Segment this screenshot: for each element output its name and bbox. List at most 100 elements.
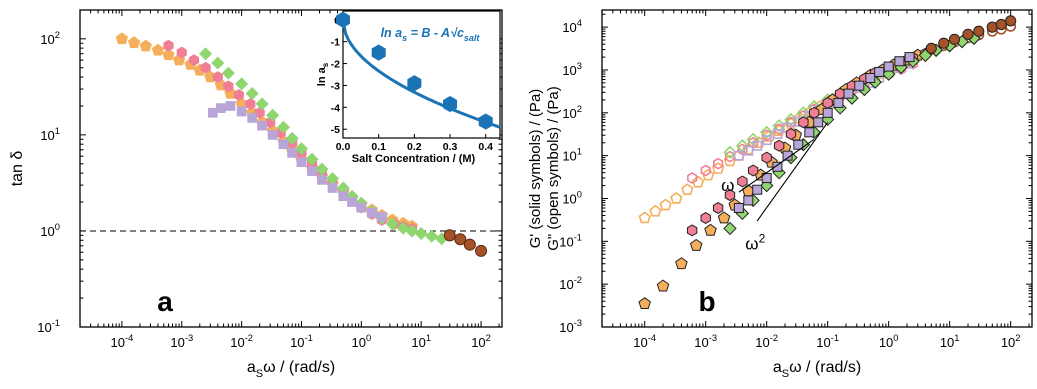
inset-y-tick-label: -1 — [331, 37, 340, 49]
data-point — [376, 212, 387, 222]
solid-data-point — [723, 221, 737, 236]
y-tick-label: 100 — [40, 222, 60, 239]
solid-data-point — [843, 88, 854, 99]
data-point — [356, 202, 367, 213]
inset-x-tick-label: 0.4 — [478, 141, 493, 153]
data-point — [305, 152, 319, 166]
inset-y-tick-label: -2 — [331, 59, 340, 71]
solid-data-point — [773, 139, 785, 152]
open-data-point — [649, 204, 662, 217]
solid-data-point — [638, 297, 651, 310]
data-point — [366, 207, 377, 218]
solid-data-point — [743, 195, 754, 206]
inset-x-tick-label: 0.2 — [407, 141, 422, 153]
solid-data-point — [761, 173, 772, 184]
y-tick-label: 104 — [562, 18, 582, 35]
solid-data-point — [995, 18, 1007, 31]
data-point — [443, 229, 456, 242]
data-point — [267, 130, 278, 140]
y-tick-label: 102 — [40, 30, 60, 47]
open-data-point — [724, 150, 736, 163]
solid-data-point — [686, 224, 698, 237]
solid-data-point — [793, 139, 804, 150]
data-point — [139, 39, 152, 52]
inset-data-point — [335, 11, 351, 28]
solid-data-point — [804, 127, 815, 138]
inset-data-point — [443, 95, 458, 113]
data-point — [200, 61, 211, 74]
panel-label: b — [698, 286, 715, 317]
data-point — [336, 181, 350, 195]
x-tick-label: 10-1 — [816, 333, 839, 350]
data-point — [215, 103, 226, 113]
open-data-point — [713, 157, 724, 170]
data-point — [294, 142, 308, 156]
x-tick-label: 10-4 — [633, 333, 656, 350]
inset-x-tick-label: 0.1 — [371, 141, 386, 153]
series-lavender — [207, 101, 387, 222]
open-data-point — [752, 140, 763, 151]
data-point — [212, 71, 223, 83]
x-tick-label: 10-1 — [290, 333, 313, 350]
y-tick-label: 10-1 — [37, 318, 60, 335]
data-point — [211, 56, 225, 70]
solid-data-point — [962, 28, 974, 40]
data-point — [405, 224, 419, 238]
data-point — [414, 227, 428, 241]
open-data-point — [743, 145, 754, 156]
data-point — [296, 157, 307, 168]
data-point — [326, 172, 340, 186]
panel-a: 10-4 10-3 10-2 10-1 100 101 10210-1100101102aS… — [9, 9, 503, 380]
data-point — [285, 131, 299, 145]
open-data-point — [784, 112, 798, 127]
x-tick-label: 10-3 — [694, 333, 717, 350]
data-point — [115, 32, 129, 45]
solid-data-point — [772, 161, 783, 172]
inset-y-tick-label: -3 — [331, 80, 340, 92]
y-tick-label: 103 — [562, 61, 582, 78]
solid-data-point — [724, 189, 736, 202]
inset-y-axis-label: ln as — [316, 62, 330, 86]
data-point — [266, 108, 280, 122]
panel-label: a — [157, 286, 173, 317]
solid-data-point — [904, 52, 915, 63]
x-tick-label: 10-3 — [170, 333, 193, 350]
open-data-point — [733, 150, 744, 161]
solid-data-point — [689, 238, 703, 251]
inset-data-point — [478, 113, 493, 130]
solid-data-point — [813, 117, 824, 128]
data-point — [425, 229, 439, 243]
data-point — [127, 36, 141, 49]
x-tick-label: 102 — [471, 333, 491, 350]
data-point — [223, 80, 234, 93]
open-data-point — [700, 164, 711, 177]
inset: 0.00.10.20.30.40-1-2-3-4-5ln as = B - A√… — [316, 10, 501, 165]
data-point — [247, 113, 258, 123]
solid-data-point — [717, 211, 731, 224]
data-point — [176, 46, 187, 59]
solid-data-point — [948, 33, 961, 45]
data-point — [338, 191, 349, 202]
y-tick-label: 10-2 — [559, 275, 582, 292]
data-point — [317, 175, 327, 185]
data-point — [454, 233, 467, 246]
solid-data-point — [733, 202, 744, 213]
inset-data-point — [407, 75, 422, 92]
solid-data-point — [1005, 15, 1017, 27]
solid-data-point — [656, 279, 670, 292]
solid-data-point — [925, 42, 937, 54]
inset-x-tick-label: 0.3 — [443, 141, 458, 153]
solid-data-point — [883, 61, 894, 72]
solid-data-point — [782, 150, 793, 161]
plot-frame — [601, 9, 1033, 328]
solid-data-point — [874, 66, 885, 77]
solid-data-point — [822, 96, 833, 109]
solid-series-brown — [925, 15, 1017, 54]
slope-guides: ω ω2 — [721, 121, 829, 253]
solid-data-point — [894, 56, 905, 67]
data-point — [151, 43, 165, 56]
data-point — [307, 166, 317, 176]
y-tick-label: 10-1 — [559, 232, 582, 249]
solid-data-point — [834, 87, 846, 100]
